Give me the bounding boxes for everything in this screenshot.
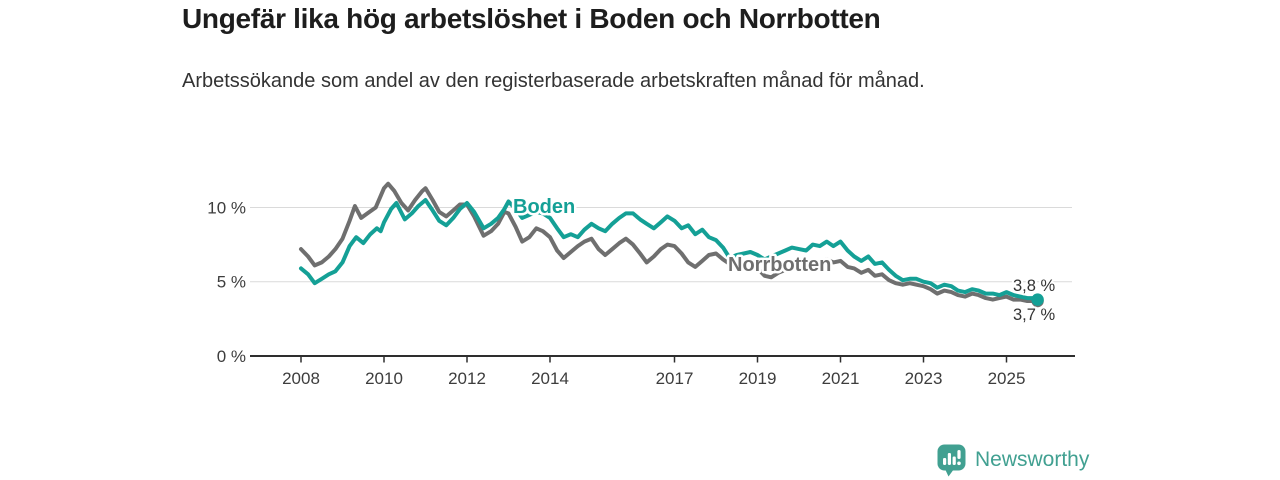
y-axis-labels: 0 % 5 % 10 % [207, 198, 246, 366]
end-value-label-norrbotten: 3,7 % [1013, 306, 1056, 324]
end-dots [1031, 293, 1044, 308]
x-axis-tick-label: 2025 [988, 369, 1026, 388]
y-axis-tick-label: 5 % [217, 273, 246, 292]
x-axis-tick-label: 2017 [656, 369, 694, 388]
gridlines [250, 206, 1072, 283]
y-axis-tick-label: 0 % [217, 347, 246, 366]
chart-title: Ungefär lika hög arbetslöshet i Boden oc… [182, 3, 881, 34]
series-lines [299, 181, 1040, 303]
series-label-boden: Boden [513, 196, 575, 218]
chart-subtitle: Arbetssökande som andel av den registerb… [182, 70, 925, 92]
series-line-norrbotten [299, 181, 1040, 303]
x-axis: 2008 2010 2012 2014 2017 2019 2021 2023 2025 [250, 355, 1075, 388]
x-axis-tick-label: 2008 [282, 369, 320, 388]
newsworthy-pin-icon [937, 444, 966, 477]
newsworthy-brand-text: Newsworthy [975, 448, 1090, 471]
x-axis-tick-label: 2023 [905, 369, 943, 388]
x-axis-tick-label: 2019 [739, 369, 777, 388]
series-label-norrbotten: Norrbotten [728, 254, 831, 276]
series-line-boden [299, 198, 1040, 302]
y-axis-tick-label: 10 % [207, 198, 246, 217]
end-dot-boden [1031, 293, 1044, 306]
newsworthy-logo[interactable]: Newsworthy [936, 442, 1089, 478]
x-axis-tick-label: 2012 [448, 369, 486, 388]
x-axis-tick-label: 2014 [531, 369, 569, 388]
x-axis-tick-label: 2010 [365, 369, 403, 388]
x-axis-tick-label: 2021 [822, 369, 860, 388]
end-value-label-boden: 3,8 % [1013, 277, 1056, 295]
